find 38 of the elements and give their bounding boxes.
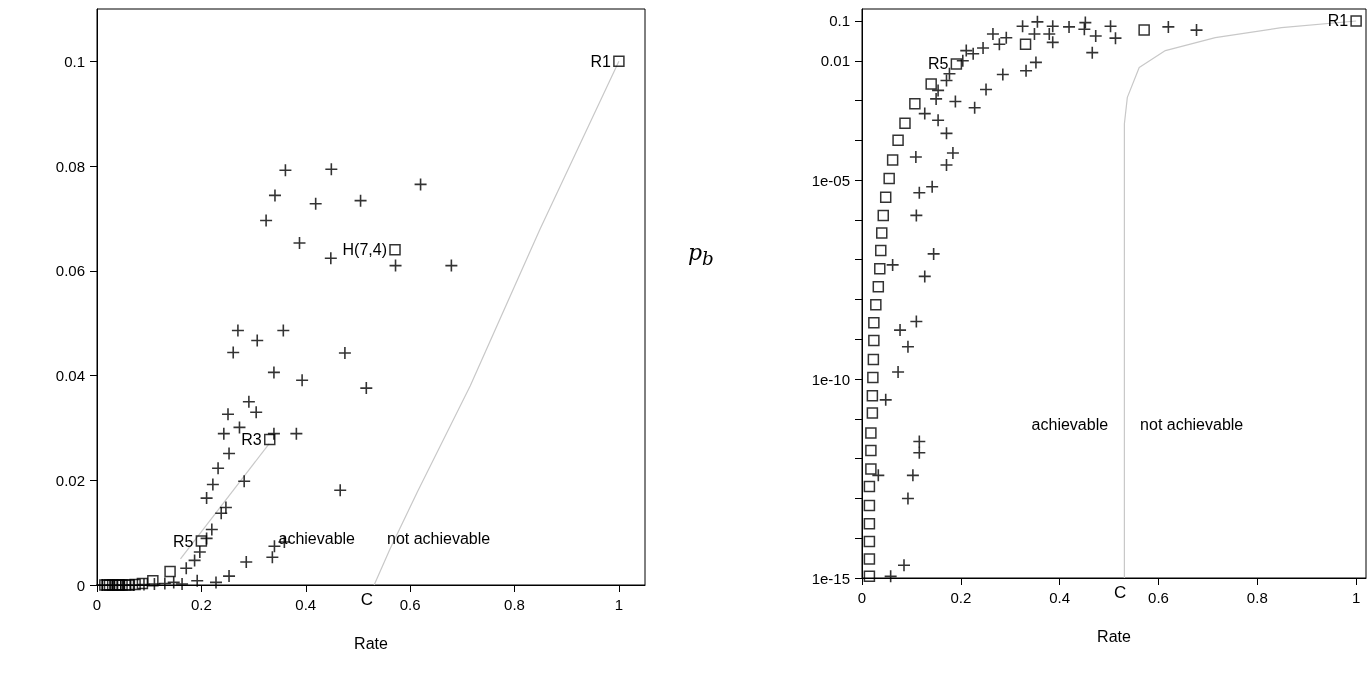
y-tick-label: 1e-05 — [811, 171, 850, 189]
annotation: not achievable — [387, 530, 491, 548]
x-tick-label: 0.8 — [1246, 589, 1268, 606]
x-tick-label: 0.2 — [950, 589, 972, 606]
annotation: achievable — [1031, 415, 1109, 433]
y-axis-title: p$_{b}$ — [688, 240, 714, 270]
x-tick-label: 0.6 — [399, 596, 421, 613]
x-tick-label: 0.8 — [504, 596, 525, 613]
y-tick-label: 1e-10 — [811, 370, 850, 388]
x-tick-label: 0.6 — [1148, 589, 1169, 606]
text: C — [360, 590, 374, 609]
y-tick-label: 0.1 — [64, 52, 85, 70]
annotation: R1 — [590, 52, 612, 70]
y-tick-label: 0.06 — [55, 262, 85, 280]
annotation: H(7,4) — [342, 241, 388, 259]
x-tick-label: 0 — [92, 596, 102, 613]
y-tick-label: 0.02 — [55, 471, 85, 489]
y-tick-label: 0.01 — [820, 52, 850, 70]
y-tick-label: 0.04 — [55, 367, 85, 385]
annotation: R1 — [1327, 12, 1349, 30]
annotation: not achievable — [1140, 415, 1244, 433]
annotation: R5 — [927, 55, 949, 73]
text: C — [1113, 583, 1127, 602]
x-tick-label: 1 — [614, 596, 624, 613]
x-tick-label: 0.2 — [190, 596, 212, 613]
x-axis-title: Rate — [354, 634, 388, 652]
x-tick-label: 1 — [1351, 589, 1361, 606]
y-tick-label: 0.08 — [55, 157, 85, 175]
y-tick-label: 0 — [76, 576, 85, 594]
x-axis-title: Rate — [1097, 627, 1131, 645]
x-tick-label: 0.4 — [1049, 589, 1071, 606]
x-tick-label: 0 — [857, 589, 867, 606]
y-tick-label: 0.1 — [829, 12, 850, 30]
y-tick-label: 1e-15 — [811, 569, 850, 587]
annotation: achievable — [278, 530, 356, 548]
x-tick-label: 0.4 — [295, 596, 317, 613]
annotation: R5 — [172, 532, 194, 550]
annotation: R3 — [241, 430, 262, 448]
